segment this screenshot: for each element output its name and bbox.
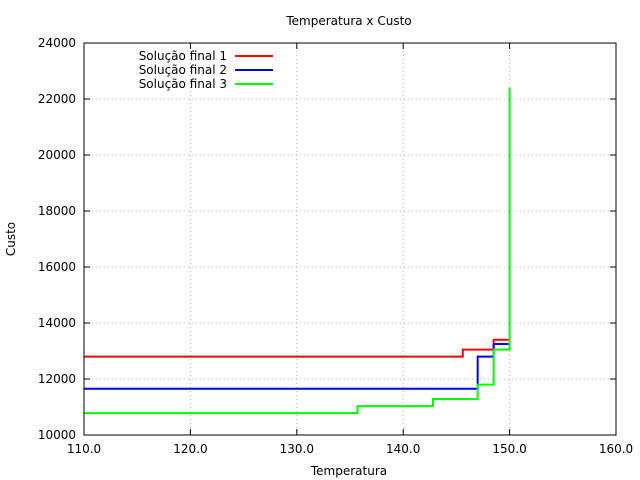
x-tick-label: 150.0 (492, 442, 526, 456)
y-axis-label: Custo (4, 222, 18, 256)
y-tick-label: 14000 (38, 316, 76, 330)
y-tick-label: 16000 (38, 260, 76, 274)
legend-label-2: Solução final 2 (139, 63, 227, 77)
x-tick-label: 120.0 (173, 442, 207, 456)
x-tick-label: 110.0 (67, 442, 101, 456)
legend-label-1: Solução final 1 (139, 49, 227, 63)
plot-frame (83, 42, 617, 436)
y-tick-label: 12000 (38, 372, 76, 386)
chart-title: Temperatura x Custo (285, 14, 411, 28)
grid (84, 43, 616, 435)
legend-label-3: Solução final 3 (139, 77, 227, 91)
series-line-1 (84, 338, 510, 358)
axis-ticks: 110.0 120.0 130.0 140.0 150.0 160.0 10000 12000… (38, 36, 633, 456)
x-axis-label: Temperatura (310, 464, 387, 478)
series-line-2 (84, 343, 510, 390)
y-tick-label: 20000 (38, 148, 76, 162)
y-tick-label: 18000 (38, 204, 76, 218)
series-group (84, 87, 511, 415)
x-tick-label: 140.0 (386, 442, 420, 456)
x-tick-label: 160.0 (599, 442, 633, 456)
series-line-3 (84, 87, 511, 415)
x-tick-label: 130.0 (280, 442, 314, 456)
y-tick-label: 24000 (38, 36, 76, 50)
y-tick-label: 10000 (38, 428, 76, 442)
y-tick-label: 22000 (38, 92, 76, 106)
